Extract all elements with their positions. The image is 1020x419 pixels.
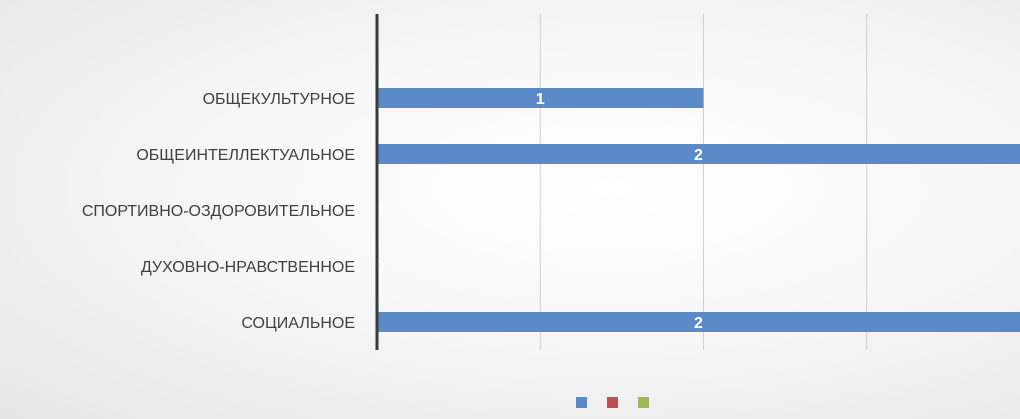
gridlines (539, 14, 868, 350)
category-label-0: ОБЩЕКУЛЬТУРНОЕ (203, 91, 355, 108)
data-label-0: 1 (536, 91, 545, 108)
category-label-3: ДУХОВНО-НРАВСТВЕННОЕ (141, 259, 355, 276)
data-label-1: 2 (694, 147, 703, 164)
bar-0 (377, 88, 704, 108)
category-labels: ОБЩЕКУЛЬТУРНОЕ ОБЩЕИНТЕЛЛЕКТУАЛЬНОЕ СПОРТИ… (82, 91, 355, 332)
legend-swatch-2 (638, 397, 649, 408)
category-label-1: ОБЩЕИНТЕЛЛЕКТУАЛЬНОЕ (136, 147, 355, 164)
bar-1 (377, 144, 1020, 164)
data-label-3: 0 (376, 259, 385, 276)
legend-swatch-0 (576, 397, 587, 408)
bars (377, 88, 1020, 332)
legend-swatch-1 (607, 397, 618, 408)
data-label-2: 0 (376, 203, 385, 220)
data-label-4: 2 (694, 315, 703, 332)
category-label-4: СОЦИАЛЬНОЕ (241, 315, 355, 332)
legend (576, 397, 649, 408)
bar-4 (377, 312, 1020, 332)
category-label-2: СПОРТИВНО-ОЗДОРОВИТЕЛЬНОЕ (82, 203, 355, 220)
data-labels: 1 2 0 0 2 (376, 91, 704, 332)
